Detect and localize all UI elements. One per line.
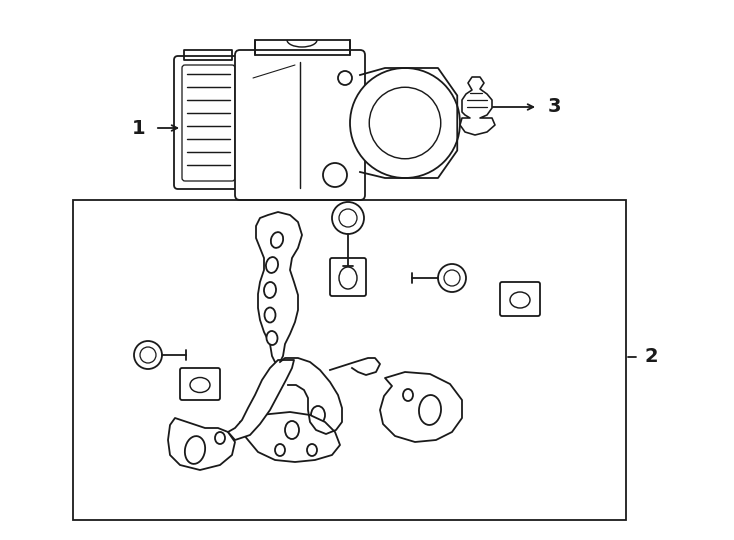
- Polygon shape: [168, 418, 235, 470]
- Ellipse shape: [266, 257, 278, 273]
- Ellipse shape: [264, 307, 275, 322]
- FancyBboxPatch shape: [180, 368, 220, 400]
- Polygon shape: [380, 372, 462, 442]
- Ellipse shape: [215, 432, 225, 444]
- Ellipse shape: [271, 232, 283, 248]
- Polygon shape: [460, 77, 495, 135]
- Circle shape: [338, 71, 352, 85]
- Text: 3: 3: [548, 98, 562, 117]
- FancyBboxPatch shape: [500, 282, 540, 316]
- Ellipse shape: [307, 444, 317, 456]
- Ellipse shape: [266, 331, 277, 345]
- Polygon shape: [256, 212, 302, 362]
- Text: 2: 2: [644, 348, 658, 367]
- Circle shape: [134, 341, 162, 369]
- Ellipse shape: [403, 389, 413, 401]
- Ellipse shape: [185, 436, 205, 464]
- Polygon shape: [228, 360, 294, 440]
- Circle shape: [438, 264, 466, 292]
- Ellipse shape: [275, 444, 285, 456]
- FancyBboxPatch shape: [174, 56, 242, 189]
- Circle shape: [323, 163, 347, 187]
- Ellipse shape: [264, 282, 276, 298]
- FancyBboxPatch shape: [235, 50, 365, 200]
- Text: 1: 1: [131, 118, 145, 138]
- Circle shape: [332, 202, 364, 234]
- Circle shape: [350, 68, 460, 178]
- Bar: [73, 200, 626, 520]
- FancyBboxPatch shape: [330, 258, 366, 296]
- Polygon shape: [240, 412, 340, 462]
- Ellipse shape: [285, 421, 299, 439]
- Ellipse shape: [311, 406, 325, 424]
- Ellipse shape: [419, 395, 441, 425]
